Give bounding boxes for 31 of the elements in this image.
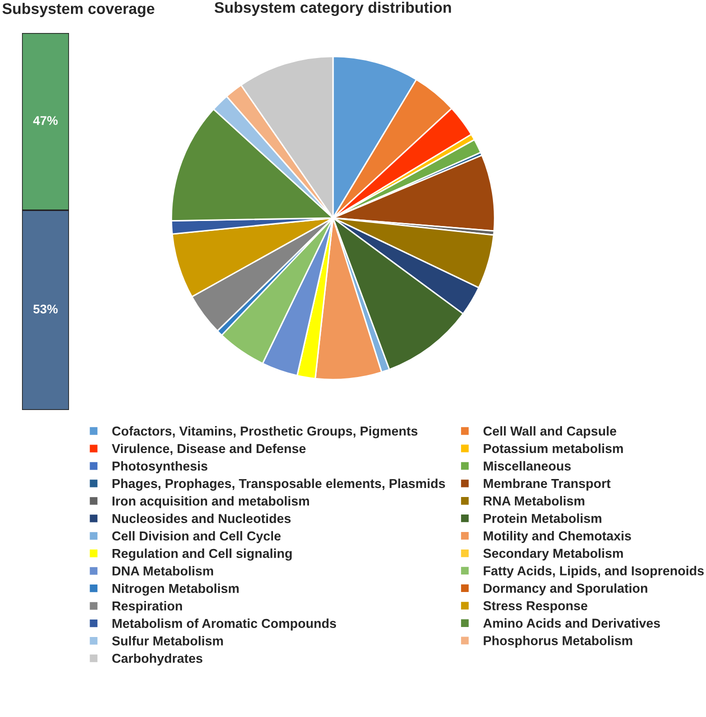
legend-label: Stress Response bbox=[483, 601, 588, 613]
legend-label: Motility and Chemotaxis bbox=[484, 530, 631, 543]
legend-label: Photosynthesis bbox=[112, 461, 208, 474]
legend-label: Virulence, Disease and Defense bbox=[112, 444, 306, 456]
chart-title: Subsystem coverage bbox=[2, 2, 154, 18]
legend-label: Potassium metabolism bbox=[484, 444, 623, 454]
legend-label: Amino Acids and Derivatives bbox=[483, 618, 660, 628]
legend-label: Miscellaneous bbox=[484, 461, 571, 471]
legend-label: Respiration bbox=[112, 601, 182, 614]
legend-label: Secondary Metabolism bbox=[483, 548, 623, 560]
legend-label: DNA Metabolism bbox=[112, 566, 214, 576]
legend-label: Cell Division and Cell Cycle bbox=[112, 531, 281, 544]
legend-label: Dormancy and Sporulation bbox=[484, 583, 648, 596]
legend-label: RNA Metabolism bbox=[484, 496, 584, 506]
data-label: 53% bbox=[33, 304, 58, 314]
legend-label: Cofactors, Vitamins, Prosthetic Groups, Pigments bbox=[112, 426, 418, 438]
legend-label: Iron acquisition and metabolism bbox=[112, 496, 309, 508]
legend-label: Phosphorus Metabolism bbox=[484, 636, 632, 648]
legend-label: Regulation and Cell signaling bbox=[112, 548, 292, 561]
legend-label: Metabolism of Aromatic Compounds bbox=[112, 618, 336, 631]
legend-label: Phages, Prophages, Transposable elements, Plasmids bbox=[112, 478, 445, 491]
legend-label: Cell Wall and Capsule bbox=[483, 426, 616, 438]
chart-title: Subsystem category distribution bbox=[214, 2, 451, 16]
legend-label: Nucleosides and Nucleotides bbox=[112, 514, 291, 524]
legend-label: Fatty Acids, Lipids, and Isoprenoids bbox=[484, 566, 704, 578]
legend-label: Sulfur Metabolism bbox=[112, 636, 223, 646]
legend-label: Carbohydrates bbox=[112, 653, 202, 666]
legend-label: Nitrogen Metabolism bbox=[112, 584, 239, 596]
data-label: 47% bbox=[33, 116, 58, 125]
legend-label: Membrane Transport bbox=[484, 478, 611, 491]
legend-label: Protein Metabolism bbox=[484, 513, 602, 523]
